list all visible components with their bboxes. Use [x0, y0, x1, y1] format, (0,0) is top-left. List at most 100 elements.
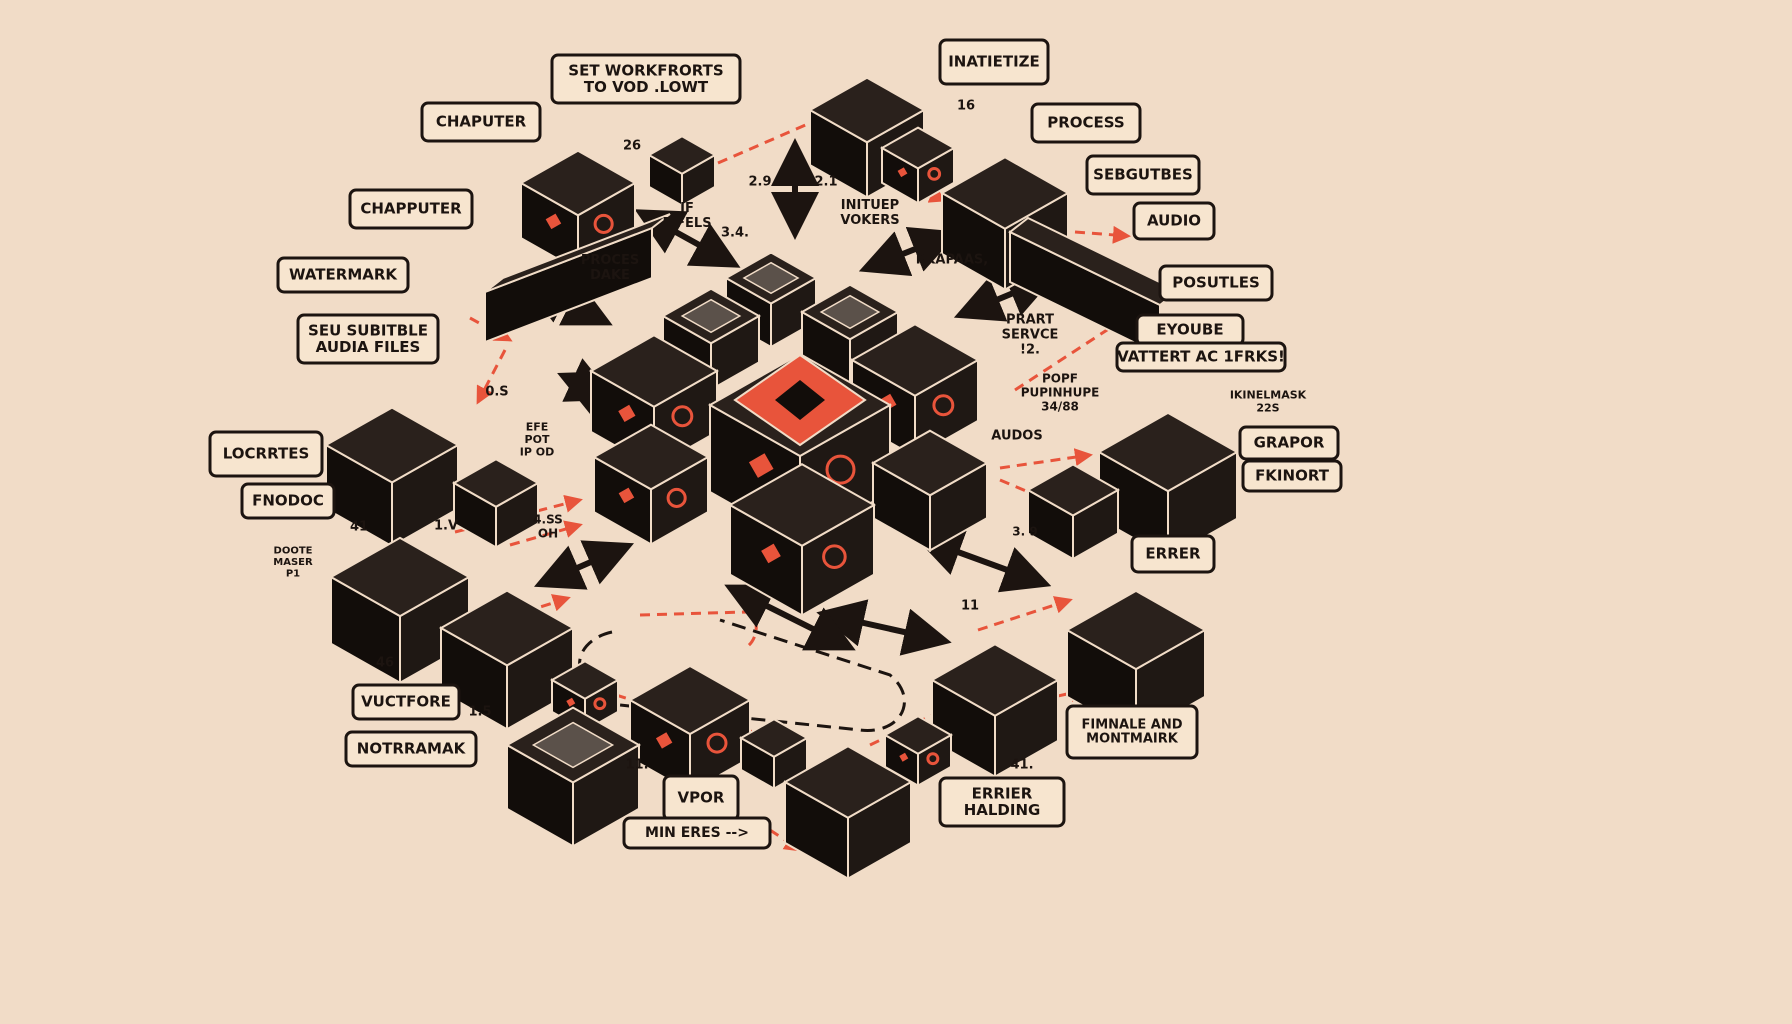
- cube-26: [738, 718, 810, 791]
- free-label-14: EFE: [526, 420, 549, 433]
- cube-13: [870, 429, 990, 553]
- label-text: CHAPUTER: [436, 113, 527, 131]
- label-text: INATIETIZE: [948, 53, 1040, 71]
- cube-top-pad: [819, 294, 881, 330]
- boxed-label-2: INATIETIZE: [938, 38, 1050, 86]
- label-text: FNODOC: [252, 492, 324, 510]
- cube-face-top: [438, 589, 576, 667]
- cube-accent-ring: [593, 213, 614, 234]
- boxed-label-12: VATTERT AC 1FRKS!: [1115, 341, 1287, 373]
- free-label-1: 26: [623, 139, 641, 154]
- label-text: EYOUBE: [1156, 321, 1223, 339]
- label-text: CHAPPUTER: [360, 200, 462, 218]
- boxed-label-14: GRAPOR: [1238, 425, 1340, 461]
- boxed-label-15: FNODOC: [240, 482, 336, 520]
- cube-face-top: [1064, 589, 1208, 671]
- dashed-connector-7: [999, 448, 1093, 470]
- dashed-connector-6: [1014, 313, 1133, 392]
- label-text: POSUTLES: [1172, 274, 1260, 292]
- cube-accent-mark: [545, 213, 562, 230]
- cube-17: [1025, 463, 1121, 561]
- cube-19: [328, 536, 472, 685]
- free-label-9: PKAPAAS,: [916, 253, 988, 268]
- label-text: FKINORT: [1255, 467, 1330, 485]
- cube-28: [882, 715, 954, 788]
- cube-face-top: [323, 406, 461, 484]
- cube-face-top: [870, 429, 990, 497]
- double-arrow-3: [858, 226, 960, 277]
- label-text: SEBGUTBES: [1093, 166, 1193, 184]
- cube-accent-mark: [899, 752, 909, 762]
- cube-12: [591, 423, 711, 547]
- label-frame: [351, 683, 461, 721]
- label-frame: [550, 53, 742, 105]
- cube-face-top: [939, 156, 1071, 230]
- free-label-8: PROCES: [581, 253, 639, 268]
- label-frame: [296, 313, 440, 365]
- free-label-10: PRART: [1006, 313, 1054, 328]
- label-frame: [348, 188, 474, 230]
- cube-face-top: [1025, 463, 1121, 517]
- label-frame: [344, 730, 478, 768]
- bar-block-1: [484, 213, 671, 344]
- free-label-10: !2.: [1020, 342, 1040, 357]
- boxed-label-21: VPOR: [662, 774, 740, 822]
- cube-accent-mark: [618, 404, 636, 423]
- label-frame: [1130, 534, 1216, 574]
- cube-accent-mark: [748, 453, 774, 478]
- label-text: NOTRRAMAK: [357, 740, 467, 758]
- cube-accent-ring: [671, 405, 694, 428]
- cube-top-pad: [531, 721, 615, 769]
- cube-accent-mark: [897, 167, 908, 178]
- boxed-label-6: SEBGUTBES: [1085, 154, 1201, 196]
- cube-face-top: [807, 76, 927, 144]
- boxed-label-7: AUDIO: [1132, 201, 1216, 241]
- free-label-6: INITUEP: [841, 198, 899, 213]
- label-text: ERRIER: [972, 784, 1033, 802]
- cube-face-top: [879, 126, 957, 170]
- cube-24: [627, 664, 753, 794]
- central-diamond-core: [775, 380, 825, 420]
- cube-face-top: [1096, 411, 1240, 493]
- label-frame: [276, 256, 410, 294]
- cube-accent-ring: [927, 166, 942, 181]
- double-arrow-9: [724, 584, 856, 651]
- cube-face-top: [849, 323, 981, 397]
- boxed-label-16: FKINORT: [1241, 459, 1343, 493]
- label-text: VPOR: [678, 789, 725, 807]
- free-label-13: 0.S: [485, 385, 508, 400]
- label-text: WATERMARK: [289, 266, 398, 284]
- free-label-14: POT: [525, 433, 550, 446]
- cube-accent-mark: [618, 487, 635, 504]
- cube-27: [782, 745, 914, 881]
- free-label-18: 4.SS: [533, 513, 563, 527]
- cube-top-pad: [680, 298, 742, 334]
- cube-accent-ring: [822, 544, 847, 570]
- cubes-layer: [323, 76, 1240, 881]
- free-label-21: 11: [961, 599, 979, 614]
- label-frame: [1238, 425, 1340, 461]
- free-label-7: 3.4.: [721, 226, 749, 241]
- free-label-25: 41.: [1010, 758, 1033, 773]
- free-label-22: 46: [376, 656, 394, 671]
- label-frame: [1030, 102, 1142, 144]
- cube-3: [646, 135, 718, 208]
- cube-face-top: [738, 718, 810, 758]
- cube-face-top: [549, 660, 621, 700]
- cube-face-top: [591, 423, 711, 491]
- cube-21: [1064, 589, 1208, 738]
- loop-connector: [578, 618, 906, 732]
- label-text: MIN ERES -->: [645, 825, 749, 841]
- label-frame: [240, 482, 336, 520]
- label-frame: [1241, 459, 1343, 493]
- label-text: SET WORKFRORTS: [568, 61, 723, 79]
- free-label-16: 41: [350, 520, 368, 535]
- double-arrow-8: [816, 599, 952, 656]
- free-label-2: 16: [957, 99, 975, 114]
- boxed-label-9: POSUTLES: [1158, 264, 1274, 302]
- free-label-19: MASER: [273, 557, 313, 568]
- double-arrow-6: [533, 540, 635, 590]
- label-text: ERRER: [1145, 545, 1201, 563]
